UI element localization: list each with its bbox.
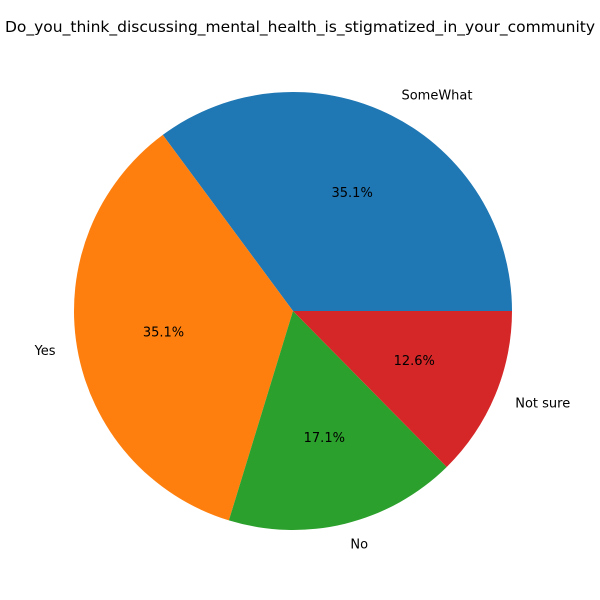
slice-percent-yes: 35.1% xyxy=(143,326,184,341)
pie-labels: SomeWhat 35.1% Yes 35.1% No 17.1% Not sure 12.6… xyxy=(34,88,571,552)
slice-label-yes: Yes xyxy=(34,344,56,359)
pie-slice-no xyxy=(228,311,447,530)
slice-percent-not-sure: 12.6% xyxy=(394,354,435,369)
pie-slice-somewhat xyxy=(162,91,512,311)
slice-percent-somewhat: 35.1% xyxy=(332,186,373,201)
slice-percent-no: 17.1% xyxy=(304,431,345,446)
slice-label-not-sure: Not sure xyxy=(515,396,570,411)
pie-slice-not-sure xyxy=(293,311,512,467)
pie-slices xyxy=(74,91,512,530)
chart-title: Do_you_think_discussing_mental_health_is… xyxy=(5,18,595,37)
pie-slice-yes xyxy=(74,134,293,521)
slice-label-no: No xyxy=(350,537,368,552)
slice-label-somewhat: SomeWhat xyxy=(401,88,472,103)
